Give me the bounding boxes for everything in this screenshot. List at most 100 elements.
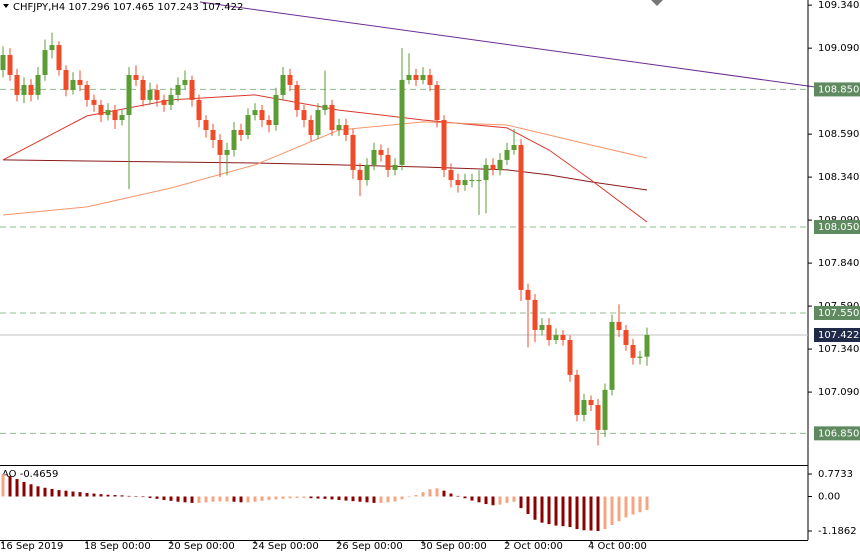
candle-body (609, 321, 615, 390)
bar (344, 496, 348, 501)
bar (127, 495, 131, 497)
y-tick-label: 0.00 (818, 491, 840, 502)
candle-body (385, 154, 391, 170)
candle-body (42, 50, 48, 75)
bar (610, 496, 614, 526)
candle-body (126, 74, 132, 116)
candle-body (504, 149, 510, 160)
bar (309, 496, 313, 499)
candle-body (203, 120, 209, 131)
level-label: 108.050 (818, 222, 859, 233)
candle-body (140, 79, 146, 100)
bar (295, 496, 299, 498)
bar (85, 493, 89, 497)
candle-body (350, 134, 356, 170)
x-tick-label: 30 Sep 00:00 (420, 541, 487, 552)
candle-body (553, 334, 559, 340)
bar (456, 495, 460, 497)
candle-body (294, 84, 300, 111)
candle-body (574, 374, 580, 415)
candle-body (210, 130, 216, 140)
candle-body (147, 89, 153, 100)
candle-body (532, 299, 538, 331)
bar (190, 496, 194, 503)
y-tick-label: 0.7733 (818, 469, 853, 480)
candle-body (21, 84, 27, 95)
candle-body (595, 404, 601, 430)
candle-body (217, 139, 223, 155)
candle-body (476, 180, 482, 182)
bar (505, 496, 509, 503)
candle-body (462, 180, 468, 186)
candle-body (119, 115, 125, 121)
candle-body (14, 74, 20, 95)
candle-body (427, 74, 433, 85)
candle-body (280, 74, 286, 95)
bar (274, 496, 278, 500)
candle-body (224, 149, 230, 155)
bar (260, 496, 264, 501)
bar (113, 495, 117, 497)
candle-body (399, 79, 405, 165)
x-tick-label: 16 Sep 2019 (0, 541, 63, 552)
candle-body (308, 120, 314, 135)
candle-body (161, 99, 167, 105)
level-label: 107.550 (818, 308, 859, 319)
bar (589, 496, 593, 531)
bar (372, 496, 376, 503)
y-tick-label: 107.090 (818, 387, 859, 398)
bar (155, 496, 159, 499)
candle-body (84, 84, 90, 100)
bar (134, 496, 138, 497)
y-tick-label: 108.590 (818, 129, 859, 140)
candle-body (49, 45, 55, 51)
bar (1, 474, 5, 497)
bar (540, 496, 544, 523)
bar (407, 496, 411, 498)
bar (533, 496, 537, 520)
bar (15, 479, 19, 497)
level-label-box (814, 82, 860, 97)
x-tick-label: 4 Oct 00:00 (588, 541, 647, 552)
candle-body (378, 149, 384, 155)
bar (29, 484, 33, 497)
bar (267, 496, 271, 500)
bar (288, 496, 292, 499)
y-tick-label: 109.090 (818, 43, 859, 54)
candle-body (133, 74, 139, 80)
bar (246, 496, 250, 503)
bar (92, 493, 96, 497)
bar (176, 496, 180, 502)
bar (400, 496, 404, 500)
y-tick-label: -1.1862 (818, 526, 857, 537)
bar (498, 496, 502, 505)
candle-body (175, 84, 181, 95)
bar (365, 496, 369, 503)
candle-body (273, 94, 279, 126)
bar (106, 494, 110, 497)
candle-body (630, 344, 636, 358)
candle-body (357, 169, 363, 181)
candle-body (301, 110, 307, 121)
candle-body (0, 55, 6, 70)
bar (8, 476, 12, 497)
bar (197, 496, 201, 503)
candle-body (182, 79, 188, 85)
y-tick-label: 107.840 (818, 258, 859, 269)
bar (169, 496, 173, 501)
bar (183, 496, 187, 503)
bar (330, 496, 334, 500)
bar (449, 493, 453, 497)
bar (596, 496, 600, 531)
candle-body (245, 115, 251, 135)
bar (43, 487, 47, 497)
x-tick-label: 20 Sep 00:00 (168, 541, 235, 552)
candle-body (231, 130, 237, 150)
candle-body (238, 130, 244, 135)
bar (211, 496, 215, 502)
candle-body (560, 334, 566, 340)
candle-body (469, 180, 475, 182)
candle-body (322, 104, 328, 111)
bar (253, 496, 257, 502)
